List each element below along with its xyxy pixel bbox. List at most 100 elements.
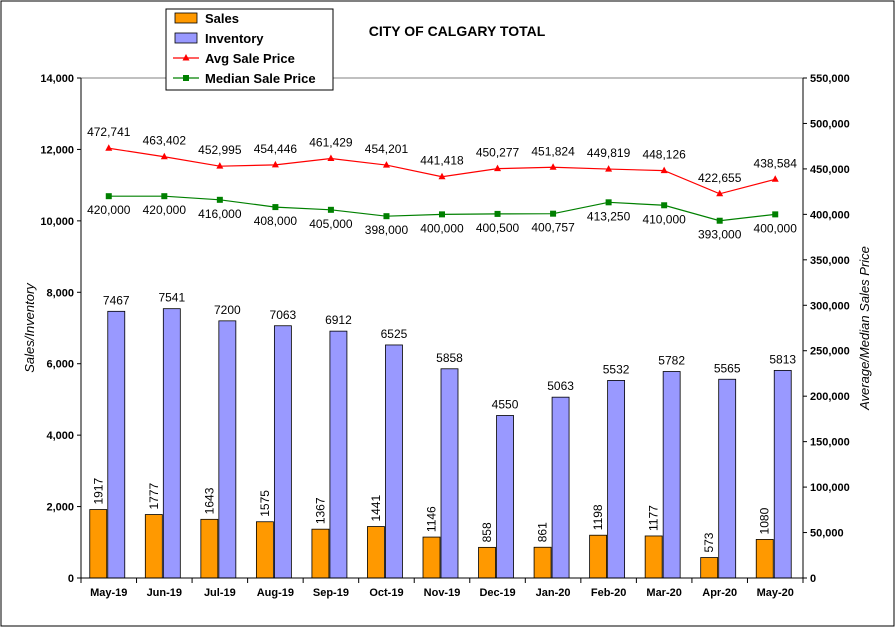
legend-label-median-sale-price: Median Sale Price [205, 71, 316, 86]
median-price-data-label: 400,500 [476, 221, 520, 235]
point-median-sale-price [327, 206, 334, 213]
median-price-data-label: 400,000 [420, 221, 464, 235]
sales-data-label: 1575 [258, 490, 272, 517]
point-avg-sale-price [216, 162, 224, 169]
bar-inventory [551, 396, 570, 579]
bar-inventory [329, 330, 348, 579]
inventory-data-label: 4550 [492, 398, 519, 412]
median-price-data-label: 400,757 [531, 221, 575, 235]
x-tick-label: Apr-20 [702, 587, 737, 599]
point-avg-sale-price [494, 164, 502, 172]
bar-sales [700, 557, 719, 579]
y2-tick-label: 400,000 [810, 209, 850, 221]
bar-inventory [718, 378, 737, 579]
point-median-sale-price [605, 199, 612, 206]
y2-tick-label: 0 [810, 573, 816, 585]
median-price-data-label: 420,000 [87, 203, 131, 217]
sales-data-label: 1917 [91, 478, 105, 505]
sales-data-label: 1367 [313, 497, 327, 524]
inventory-data-label: 5532 [603, 362, 630, 376]
inventory-data-label: 5813 [769, 352, 796, 366]
inventory-data-label: 5565 [714, 361, 741, 375]
point-median-sale-price [439, 211, 445, 218]
y2-tick-label: 300,000 [810, 300, 850, 312]
x-tick-label: Oct-19 [369, 587, 403, 599]
bar-sales [478, 546, 496, 579]
x-tick-label: Aug-19 [257, 587, 294, 599]
legend-label-sales: Sales [205, 11, 239, 26]
inventory-data-label: 7063 [270, 308, 297, 322]
sales-data-label: 861 [536, 522, 550, 542]
inventory-data-label: 7200 [214, 303, 241, 317]
point-median-sale-price [105, 193, 112, 200]
x-tick-label: Jan-20 [536, 587, 571, 599]
median-price-data-label: 405,000 [309, 217, 353, 231]
x-tick-label: Jul-19 [204, 587, 236, 599]
point-avg-sale-price [105, 144, 113, 151]
avg-price-data-label: 454,201 [365, 142, 409, 156]
inventory-data-label: 5782 [658, 354, 685, 368]
x-tick-label: Feb-20 [591, 587, 626, 599]
y-tick-label: 4,000 [46, 430, 74, 442]
point-median-sale-price [383, 213, 390, 220]
inventory-data-label: 6525 [381, 327, 408, 341]
legend-swatch-inventory [174, 32, 198, 44]
x-tick-label: Mar-20 [646, 587, 681, 599]
inventory-data-label: 7467 [103, 293, 130, 307]
point-avg-sale-price [716, 189, 724, 197]
x-tick-label: Nov-19 [424, 587, 461, 599]
x-tick-label: Dec-19 [479, 587, 515, 599]
bar-inventory [496, 415, 514, 579]
point-avg-sale-price [549, 163, 557, 170]
point-median-sale-price [494, 210, 501, 217]
point-avg-sale-price [160, 152, 168, 160]
point-avg-sale-price [605, 165, 613, 172]
sales-data-label: 1441 [369, 495, 383, 522]
x-tick-label: Sep-19 [313, 587, 349, 599]
y2-tick-label: 100,000 [810, 482, 850, 494]
y-tick-label: 8,000 [46, 287, 74, 299]
legend-label-avg-sale-price: Avg Sale Price [205, 51, 295, 66]
inventory-data-label: 5858 [436, 351, 463, 365]
sales-data-label: 1198 [591, 504, 605, 530]
bar-inventory [662, 371, 681, 579]
y2-tick-label: 50,000 [810, 528, 844, 540]
inventory-data-label: 5063 [547, 379, 574, 393]
y-tick-label: 10,000 [40, 216, 74, 228]
y-axis-title: Sales/Inventory [22, 282, 37, 373]
y-tick-label: 14,000 [40, 73, 74, 85]
point-median-sale-price [716, 217, 723, 224]
avg-price-data-label: 438,584 [754, 156, 798, 170]
median-price-data-label: 420,000 [143, 203, 187, 217]
bar-sales [311, 528, 330, 579]
point-median-sale-price [216, 196, 223, 203]
legend-label-inventory: Inventory [205, 31, 264, 46]
bar-sales [422, 536, 441, 579]
x-tick-label: Jun-19 [147, 587, 182, 599]
bar-inventory [607, 380, 626, 579]
avg-price-data-label: 441,418 [420, 154, 464, 168]
median-price-data-label: 398,000 [365, 223, 409, 237]
bar-sales [255, 521, 274, 579]
sales-data-label: 1080 [758, 507, 772, 534]
avg-price-data-label: 422,655 [698, 171, 742, 185]
y2-axis-title: Average/Median Sales Price [857, 246, 872, 411]
y-tick-label: 12,000 [40, 144, 74, 156]
avg-price-data-label: 452,995 [198, 143, 242, 157]
point-median-sale-price [772, 211, 779, 218]
median-price-data-label: 400,000 [754, 221, 798, 235]
bar-inventory [218, 320, 237, 579]
bar-sales [144, 514, 163, 579]
y2-tick-label: 550,000 [810, 73, 850, 85]
y-tick-label: 6,000 [46, 359, 74, 371]
median-price-data-label: 393,000 [698, 228, 742, 242]
y-tick-label: 2,000 [46, 502, 74, 514]
sales-data-label: 858 [480, 522, 494, 542]
chart-title: CITY OF CALGARY TOTAL [369, 23, 546, 39]
sales-data-label: 1177 [647, 505, 661, 531]
sales-data-label: 1146 [425, 506, 439, 532]
point-avg-sale-price [771, 175, 779, 182]
x-tick-label: May-20 [757, 587, 794, 599]
avg-price-data-label: 450,277 [476, 146, 520, 160]
